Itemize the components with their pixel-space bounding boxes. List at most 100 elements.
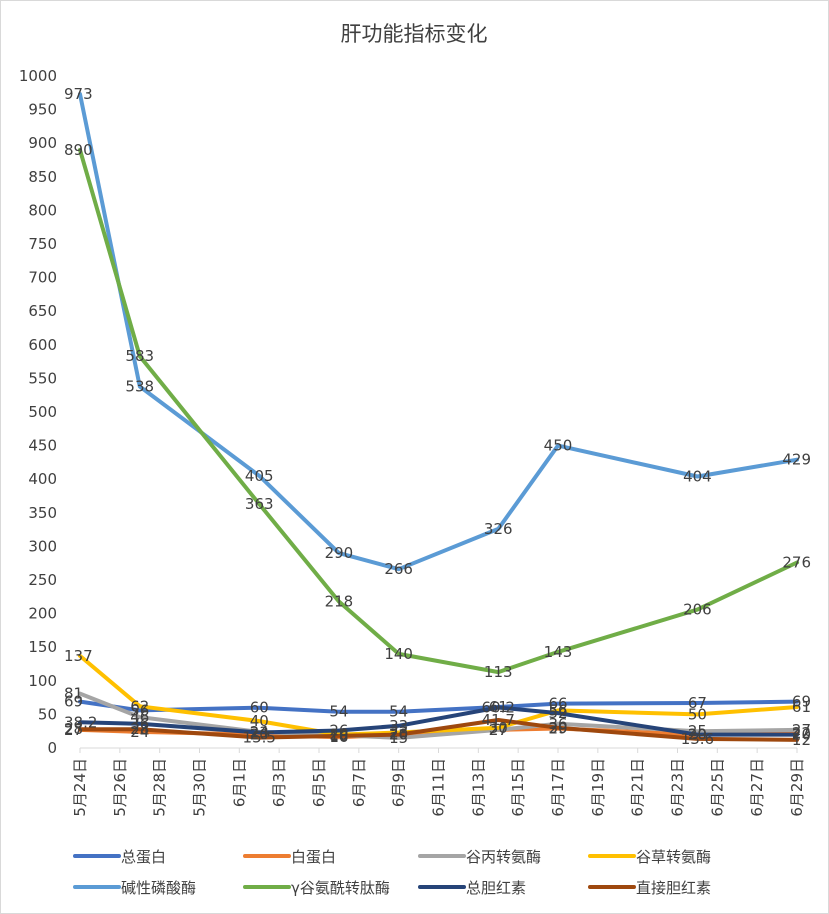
y-tick-label: 250 (28, 571, 57, 589)
y-tick-label: 350 (28, 504, 57, 522)
y-tick-label: 650 (28, 302, 57, 320)
series-line (78, 705, 799, 737)
x-tick-label: 5月26日 (111, 758, 129, 817)
data-label: 12 (792, 731, 811, 749)
y-tick-label: 750 (28, 235, 57, 253)
y-tick-label: 150 (28, 638, 57, 656)
data-label: 290 (325, 544, 354, 562)
series-line (78, 653, 799, 737)
x-tick-label: 5月28日 (151, 758, 169, 817)
data-label: 140 (384, 645, 413, 663)
data-label: 33 (389, 717, 408, 735)
data-label: 890 (64, 141, 93, 159)
data-label: 54 (389, 703, 408, 721)
data-label: 15 (389, 729, 408, 747)
data-label: 30 (489, 719, 508, 737)
data-label: 20 (389, 726, 408, 744)
data-label: 218 (325, 593, 354, 611)
y-tick-label: 1000 (19, 67, 57, 85)
x-tick-label: 6月11日 (430, 758, 448, 817)
legend-label: 总蛋白 (121, 848, 166, 866)
data-label: 67 (688, 694, 707, 712)
data-label: 15.5 (243, 729, 276, 747)
legend-label: 总胆红素 (466, 879, 526, 897)
data-label: 16 (329, 728, 348, 746)
x-tick-label: 6月25日 (708, 758, 726, 817)
data-label: 56 (548, 701, 567, 719)
y-tick-label: 900 (28, 134, 57, 152)
legend-label: 直接胆红素 (636, 879, 711, 897)
data-label: 62 (130, 697, 149, 715)
data-label: 36 (130, 715, 149, 733)
x-tick-label: 6月9日 (390, 758, 408, 807)
data-label: 20 (389, 726, 408, 744)
legend-label: 碱性磷酸酶 (121, 879, 196, 897)
x-tick-label: 6月29日 (788, 758, 806, 817)
x-tick-label: 6月15日 (509, 758, 527, 817)
y-tick-label: 950 (28, 101, 57, 119)
data-label: 38.2 (64, 713, 97, 731)
series-line (78, 718, 799, 742)
x-axis: 5月24日 5月26日 5月28日 5月30日 6月1日 6月3日 6月5日 6月7日 6月9日… (71, 747, 806, 817)
data-label: 23 (250, 724, 269, 742)
data-label: 60 (250, 699, 269, 717)
y-tick-label: 50 (38, 705, 57, 723)
x-tick-label: 6月23日 (669, 758, 687, 817)
x-tick-label: 6月19日 (589, 758, 607, 817)
x-tick-label: 6月13日 (469, 758, 487, 817)
data-label: 20 (329, 726, 348, 744)
y-tick-label: 800 (28, 201, 57, 219)
x-tick-label: 6月1日 (230, 758, 248, 807)
x-tick-label: 6月5日 (310, 758, 328, 807)
y-tick-label: 600 (28, 336, 57, 354)
data-label: 20 (792, 726, 811, 744)
data-label: 538 (125, 377, 154, 395)
data-label: 27 (489, 721, 508, 739)
data-label: 22 (792, 724, 811, 742)
y-tick-label: 550 (28, 369, 57, 387)
y-axis: 0 50 100 150 200 250 300 350 400 450 500 550 600 650 7… (19, 67, 57, 757)
y-tick-label: 850 (28, 168, 57, 186)
data-label: 61 (792, 698, 811, 716)
x-tick-label: 6月21日 (629, 758, 647, 817)
data-label: 26 (329, 722, 348, 740)
data-label: 143 (544, 643, 573, 661)
data-label: 137 (64, 647, 93, 665)
data-label: 24 (250, 723, 269, 741)
data-label: 113 (484, 663, 513, 681)
data-label: 404 (683, 468, 712, 486)
data-label: 276 (782, 554, 811, 572)
y-tick-label: 500 (28, 403, 57, 421)
data-label: 973 (64, 85, 93, 103)
data-label: 24 (130, 723, 149, 741)
data-label: 41.7 (482, 711, 515, 729)
data-label: 18 (329, 727, 348, 745)
data-label: 20 (688, 726, 707, 744)
data-label: 429 (782, 451, 811, 469)
data-label: 61 (489, 698, 508, 716)
x-tick-label: 6月17日 (549, 758, 567, 817)
data-label: 206 (683, 601, 712, 619)
data-label: 40 (250, 712, 269, 730)
data-label: 27 (792, 721, 811, 739)
data-label: 46 (130, 708, 149, 726)
data-label: 36 (548, 715, 567, 733)
data-label: 52 (548, 704, 567, 722)
legend-label: 谷草转氨酶 (636, 848, 711, 866)
data-label: 25 (688, 722, 707, 740)
y-tick-label: 700 (28, 269, 57, 287)
x-tick-label: 6月7日 (350, 758, 368, 807)
data-label: 450 (544, 437, 573, 455)
x-tick-label: 6月3日 (270, 758, 288, 807)
data-label: 20 (250, 726, 269, 744)
series-line (78, 147, 799, 675)
y-tick-label: 100 (28, 672, 57, 690)
data-label: 66 (548, 695, 567, 713)
data-label: 28 (130, 720, 149, 738)
y-tick-label: 400 (28, 470, 57, 488)
series-group (78, 92, 799, 742)
